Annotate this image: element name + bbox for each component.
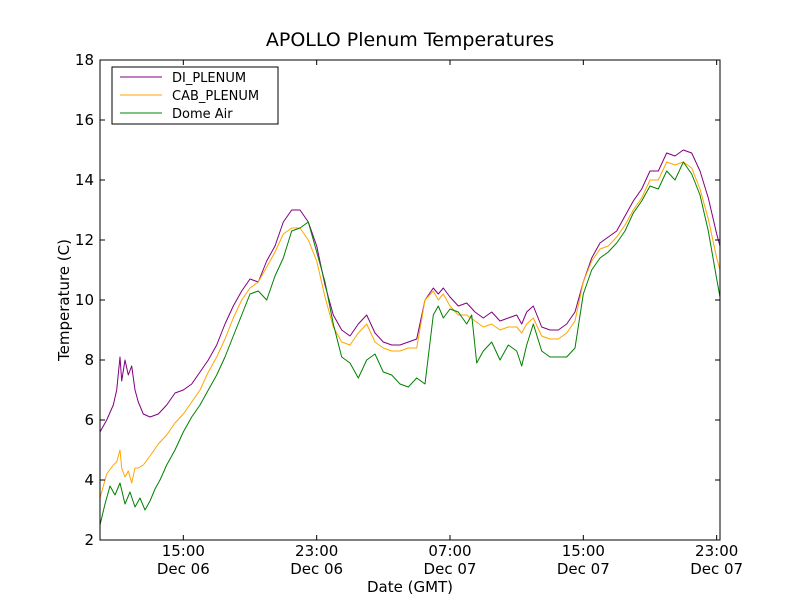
y-tick-label: 4 <box>84 471 94 489</box>
x-tick-label-time: 23:00 <box>295 542 338 560</box>
x-tick-label-date: Dec 06 <box>290 560 343 578</box>
x-tick-label-time: 15:00 <box>562 542 605 560</box>
y-tick-label: 6 <box>84 411 94 429</box>
series-line-dome-air <box>99 161 721 526</box>
legend: DI_PLENUM CAB_PLENUM Dome Air <box>111 66 279 125</box>
y-tick-label: 2 <box>84 531 94 549</box>
series-line-cab-plenum <box>99 161 721 499</box>
chart-title: APOLLO Plenum Temperatures <box>266 29 554 51</box>
y-tick-label: 10 <box>75 291 94 309</box>
legend-label: DI_PLENUM <box>172 71 246 86</box>
y-tick-label: 16 <box>75 111 94 129</box>
y-axis-label: Temperature (C) <box>55 239 73 362</box>
x-tick-label-time: 15:00 <box>162 542 205 560</box>
x-tick-label-date: Dec 07 <box>557 560 610 578</box>
series-line-di-plenum <box>99 149 721 433</box>
y-tick-label: 14 <box>75 171 94 189</box>
y-tick-label: 12 <box>75 231 94 249</box>
plot-frame <box>99 59 721 541</box>
x-tick-label-time: 07:00 <box>428 542 471 560</box>
legend-label: Dome Air <box>172 107 233 122</box>
y-tick-label: 8 <box>84 351 94 369</box>
y-axis: 2 4 6 8 10 12 14 16 18 <box>75 51 720 549</box>
x-tick-label-date: Dec 06 <box>157 560 210 578</box>
x-tick-label-time: 23:00 <box>695 542 738 560</box>
plot-area <box>99 149 721 526</box>
legend-label: CAB_PLENUM <box>172 89 259 104</box>
x-axis-label: Date (GMT) <box>367 578 453 596</box>
x-tick-label-date: Dec 07 <box>424 560 477 578</box>
y-tick-label: 18 <box>75 51 94 69</box>
x-tick-label-date: Dec 07 <box>690 560 743 578</box>
